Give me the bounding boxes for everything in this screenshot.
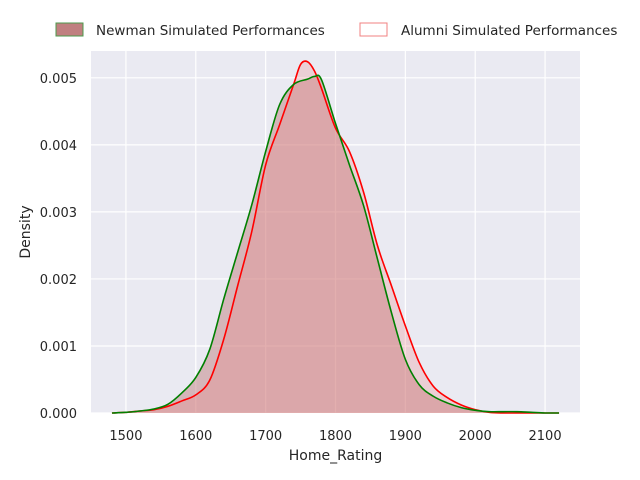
y-tick-label: 0.003: [40, 206, 77, 221]
x-axis-label: Home_Rating: [289, 448, 382, 464]
x-tick-label: 1500: [109, 429, 142, 444]
y-axis-label: Density: [18, 205, 34, 258]
legend-label-alumni: Alumni Simulated Performances: [401, 23, 617, 39]
density-area-alumni: [111, 61, 560, 414]
y-tick-label: 0.002: [40, 273, 77, 288]
legend-label-newman: Newman Simulated Performances: [96, 23, 325, 39]
y-tick-label: 0.000: [40, 407, 77, 422]
x-axis-ticks: 1500 1600 1700 1800 1900 2000 2100: [109, 429, 561, 444]
legend-swatch-newman: [55, 22, 84, 37]
y-tick-label: 0.005: [40, 72, 77, 87]
y-tick-label: 0.004: [40, 139, 77, 154]
y-tick-label: 0.001: [40, 340, 77, 355]
x-tick-label: 1600: [179, 429, 212, 444]
y-axis-ticks: 0.000 0.001 0.002 0.003 0.004 0.005: [40, 72, 77, 422]
density-area-newman: [111, 75, 560, 413]
legend: Newman Simulated Performances Alumni Sim…: [55, 22, 617, 39]
x-tick-label: 1800: [319, 429, 352, 444]
density-line-newman: [111, 74, 560, 414]
x-tick-label: 2000: [459, 429, 492, 444]
x-tick-label: 1900: [389, 429, 422, 444]
x-tick-label: 1700: [249, 429, 282, 444]
density-lines: [111, 60, 560, 414]
x-tick-label: 2100: [529, 429, 562, 444]
legend-swatch-alumni: [359, 22, 388, 37]
density-areas: [111, 61, 560, 414]
